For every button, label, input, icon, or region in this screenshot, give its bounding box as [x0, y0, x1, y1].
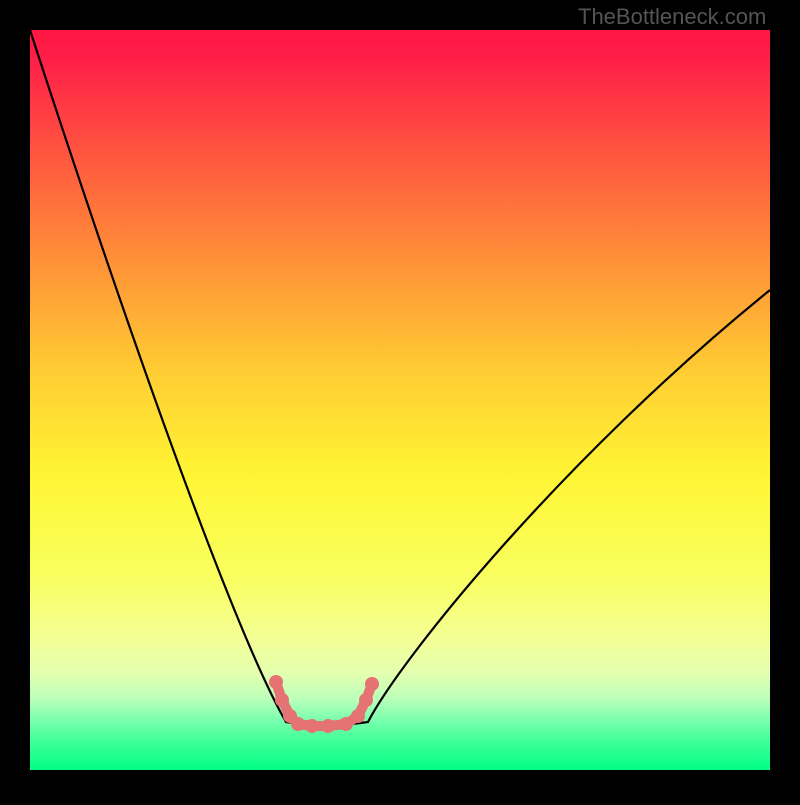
data-marker: [305, 719, 319, 733]
data-marker: [359, 693, 373, 707]
bottleneck-chart: [0, 0, 800, 800]
data-marker: [269, 675, 283, 689]
data-marker: [291, 717, 305, 731]
chart-background: [30, 30, 770, 770]
data-marker: [365, 677, 379, 691]
data-marker: [275, 693, 289, 707]
data-marker: [351, 709, 365, 723]
data-marker: [339, 717, 353, 731]
data-marker: [321, 719, 335, 733]
watermark-text: TheBottleneck.com: [578, 4, 766, 30]
